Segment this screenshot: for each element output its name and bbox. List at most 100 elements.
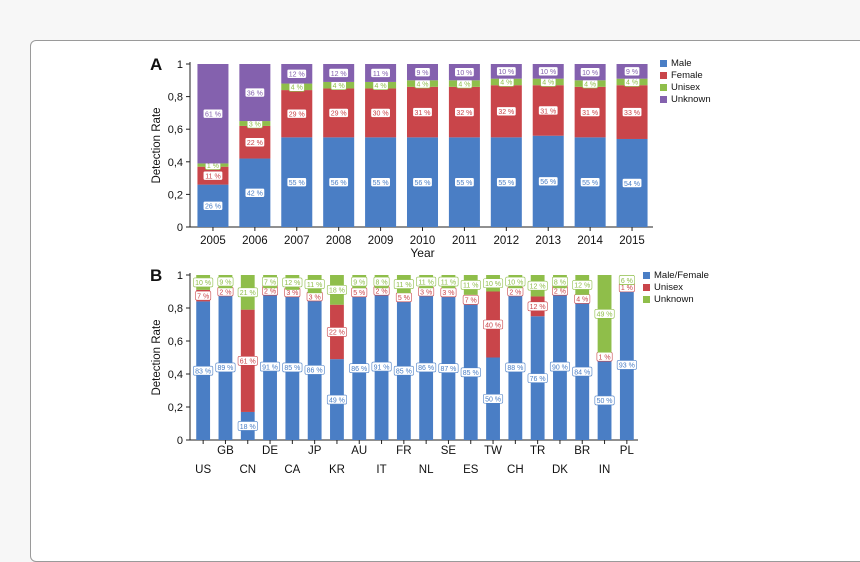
data-label-box [326, 394, 347, 405]
data-label: 55 % [289, 180, 305, 187]
data-label: 3 % [309, 294, 321, 301]
data-label-box [538, 105, 559, 116]
x-tick-label: 2010 [410, 235, 436, 247]
data-label: 84 % [574, 369, 590, 376]
data-label: 91 % [262, 364, 278, 371]
data-label-box [572, 280, 593, 290]
data-label: 26 % [205, 204, 221, 211]
data-label-box [505, 276, 526, 287]
x-tick-label: SE [441, 445, 457, 457]
y-tick-label: 1 [177, 59, 183, 71]
data-label: 89 % [217, 365, 233, 372]
data-label-box [416, 276, 437, 287]
data-label: 86 % [307, 368, 323, 375]
data-label-box [370, 108, 391, 118]
data-label: 4 % [416, 81, 428, 88]
data-label-box [260, 361, 281, 372]
data-label: 4 % [458, 81, 470, 88]
data-label-box [496, 177, 517, 187]
data-label: 4 % [333, 83, 345, 90]
data-label: 87 % [440, 366, 456, 373]
data-label: 56 % [415, 180, 431, 187]
data-label-box [195, 290, 212, 301]
data-label: 6 % [621, 278, 633, 285]
data-label-box [286, 68, 307, 79]
data-label: 4 % [584, 81, 596, 88]
data-label: 5 % [398, 295, 410, 302]
data-label-box [412, 107, 433, 117]
data-label-box [527, 301, 548, 312]
data-label-box [538, 176, 559, 187]
data-label: 9 % [626, 69, 638, 76]
data-label-box [193, 365, 214, 376]
data-label: 9 % [416, 70, 428, 77]
data-label: 55 % [498, 180, 514, 187]
x-tick-label: FR [396, 445, 411, 457]
x-tick-label: US [195, 464, 211, 475]
data-label: 31 % [582, 110, 598, 117]
y-tick-label: 0 [177, 435, 183, 447]
legend-swatch [660, 84, 667, 91]
x-tick-label: TW [484, 445, 502, 457]
x-tick-label: 2013 [535, 235, 561, 247]
data-label-box [202, 108, 223, 119]
data-label: 49 % [329, 397, 345, 404]
data-label-box [373, 276, 390, 287]
data-label: 11 % [441, 279, 456, 286]
data-label: 76 % [530, 376, 546, 383]
data-label: 2 % [554, 288, 566, 295]
legend-swatch [660, 72, 667, 79]
data-label-box [215, 362, 236, 373]
legend-label: Male [671, 58, 692, 69]
figure: A 0 0,2 0,4 0,6 0,8 1 Detection Rate 26 % 11 % 1 %… [148, 50, 718, 475]
legend-label: Unisex [654, 282, 683, 293]
data-label-box [326, 285, 347, 295]
data-label: 56 % [331, 180, 347, 187]
data-label: 30 % [373, 111, 389, 118]
data-label-box [572, 366, 593, 377]
data-label: 29 % [331, 111, 347, 118]
x-tick-label: DK [552, 464, 568, 475]
chart-panel-b: B 0 0,2 0,4 0,6 0,8 1 Detection Rate 83 % 7 % 10 %… [150, 266, 709, 475]
data-label-box [527, 280, 548, 291]
x-tick-label: CN [239, 464, 256, 475]
data-label: 4 % [375, 83, 387, 90]
y-tick-label: 0,8 [168, 92, 183, 104]
legend-swatch [660, 96, 667, 103]
y-tick-label: 0,2 [168, 402, 183, 414]
data-label: 55 % [456, 180, 472, 187]
data-label-box [580, 107, 601, 117]
x-tick-label: 2014 [577, 235, 603, 247]
data-label: 18 % [240, 424, 256, 431]
data-label: 12 % [530, 284, 546, 291]
data-label: 40 % [485, 322, 501, 329]
data-label: 36 % [247, 90, 263, 97]
x-tick-label: ES [463, 464, 479, 475]
data-label: 91 % [374, 364, 390, 371]
data-label-box [244, 87, 265, 98]
x-tick-label: 2011 [452, 235, 477, 247]
data-label: 2 % [219, 289, 231, 296]
data-label: 29 % [289, 112, 305, 119]
data-label-box [551, 276, 568, 287]
data-label-box [527, 373, 548, 383]
x-tick-label: DE [262, 445, 278, 457]
data-label-box [622, 107, 643, 117]
x-tick-label: CA [284, 464, 300, 475]
data-label-box [304, 279, 325, 289]
data-label: 11 % [205, 173, 220, 180]
data-label-box [262, 276, 279, 287]
data-label-box [462, 294, 479, 305]
data-label-box [580, 177, 601, 187]
data-label-box [438, 363, 459, 374]
y-tick-label: 0,6 [168, 124, 183, 136]
data-label: 1 % [207, 163, 219, 170]
x-tick-label: JP [308, 445, 322, 457]
data-label: 86 % [418, 365, 434, 372]
data-label-box [483, 319, 504, 330]
data-label-box [371, 361, 392, 372]
data-label: 2 % [264, 288, 276, 295]
data-label-box [414, 67, 431, 77]
y-tick-label: 0,8 [168, 303, 183, 315]
data-label: 7 % [264, 279, 276, 286]
